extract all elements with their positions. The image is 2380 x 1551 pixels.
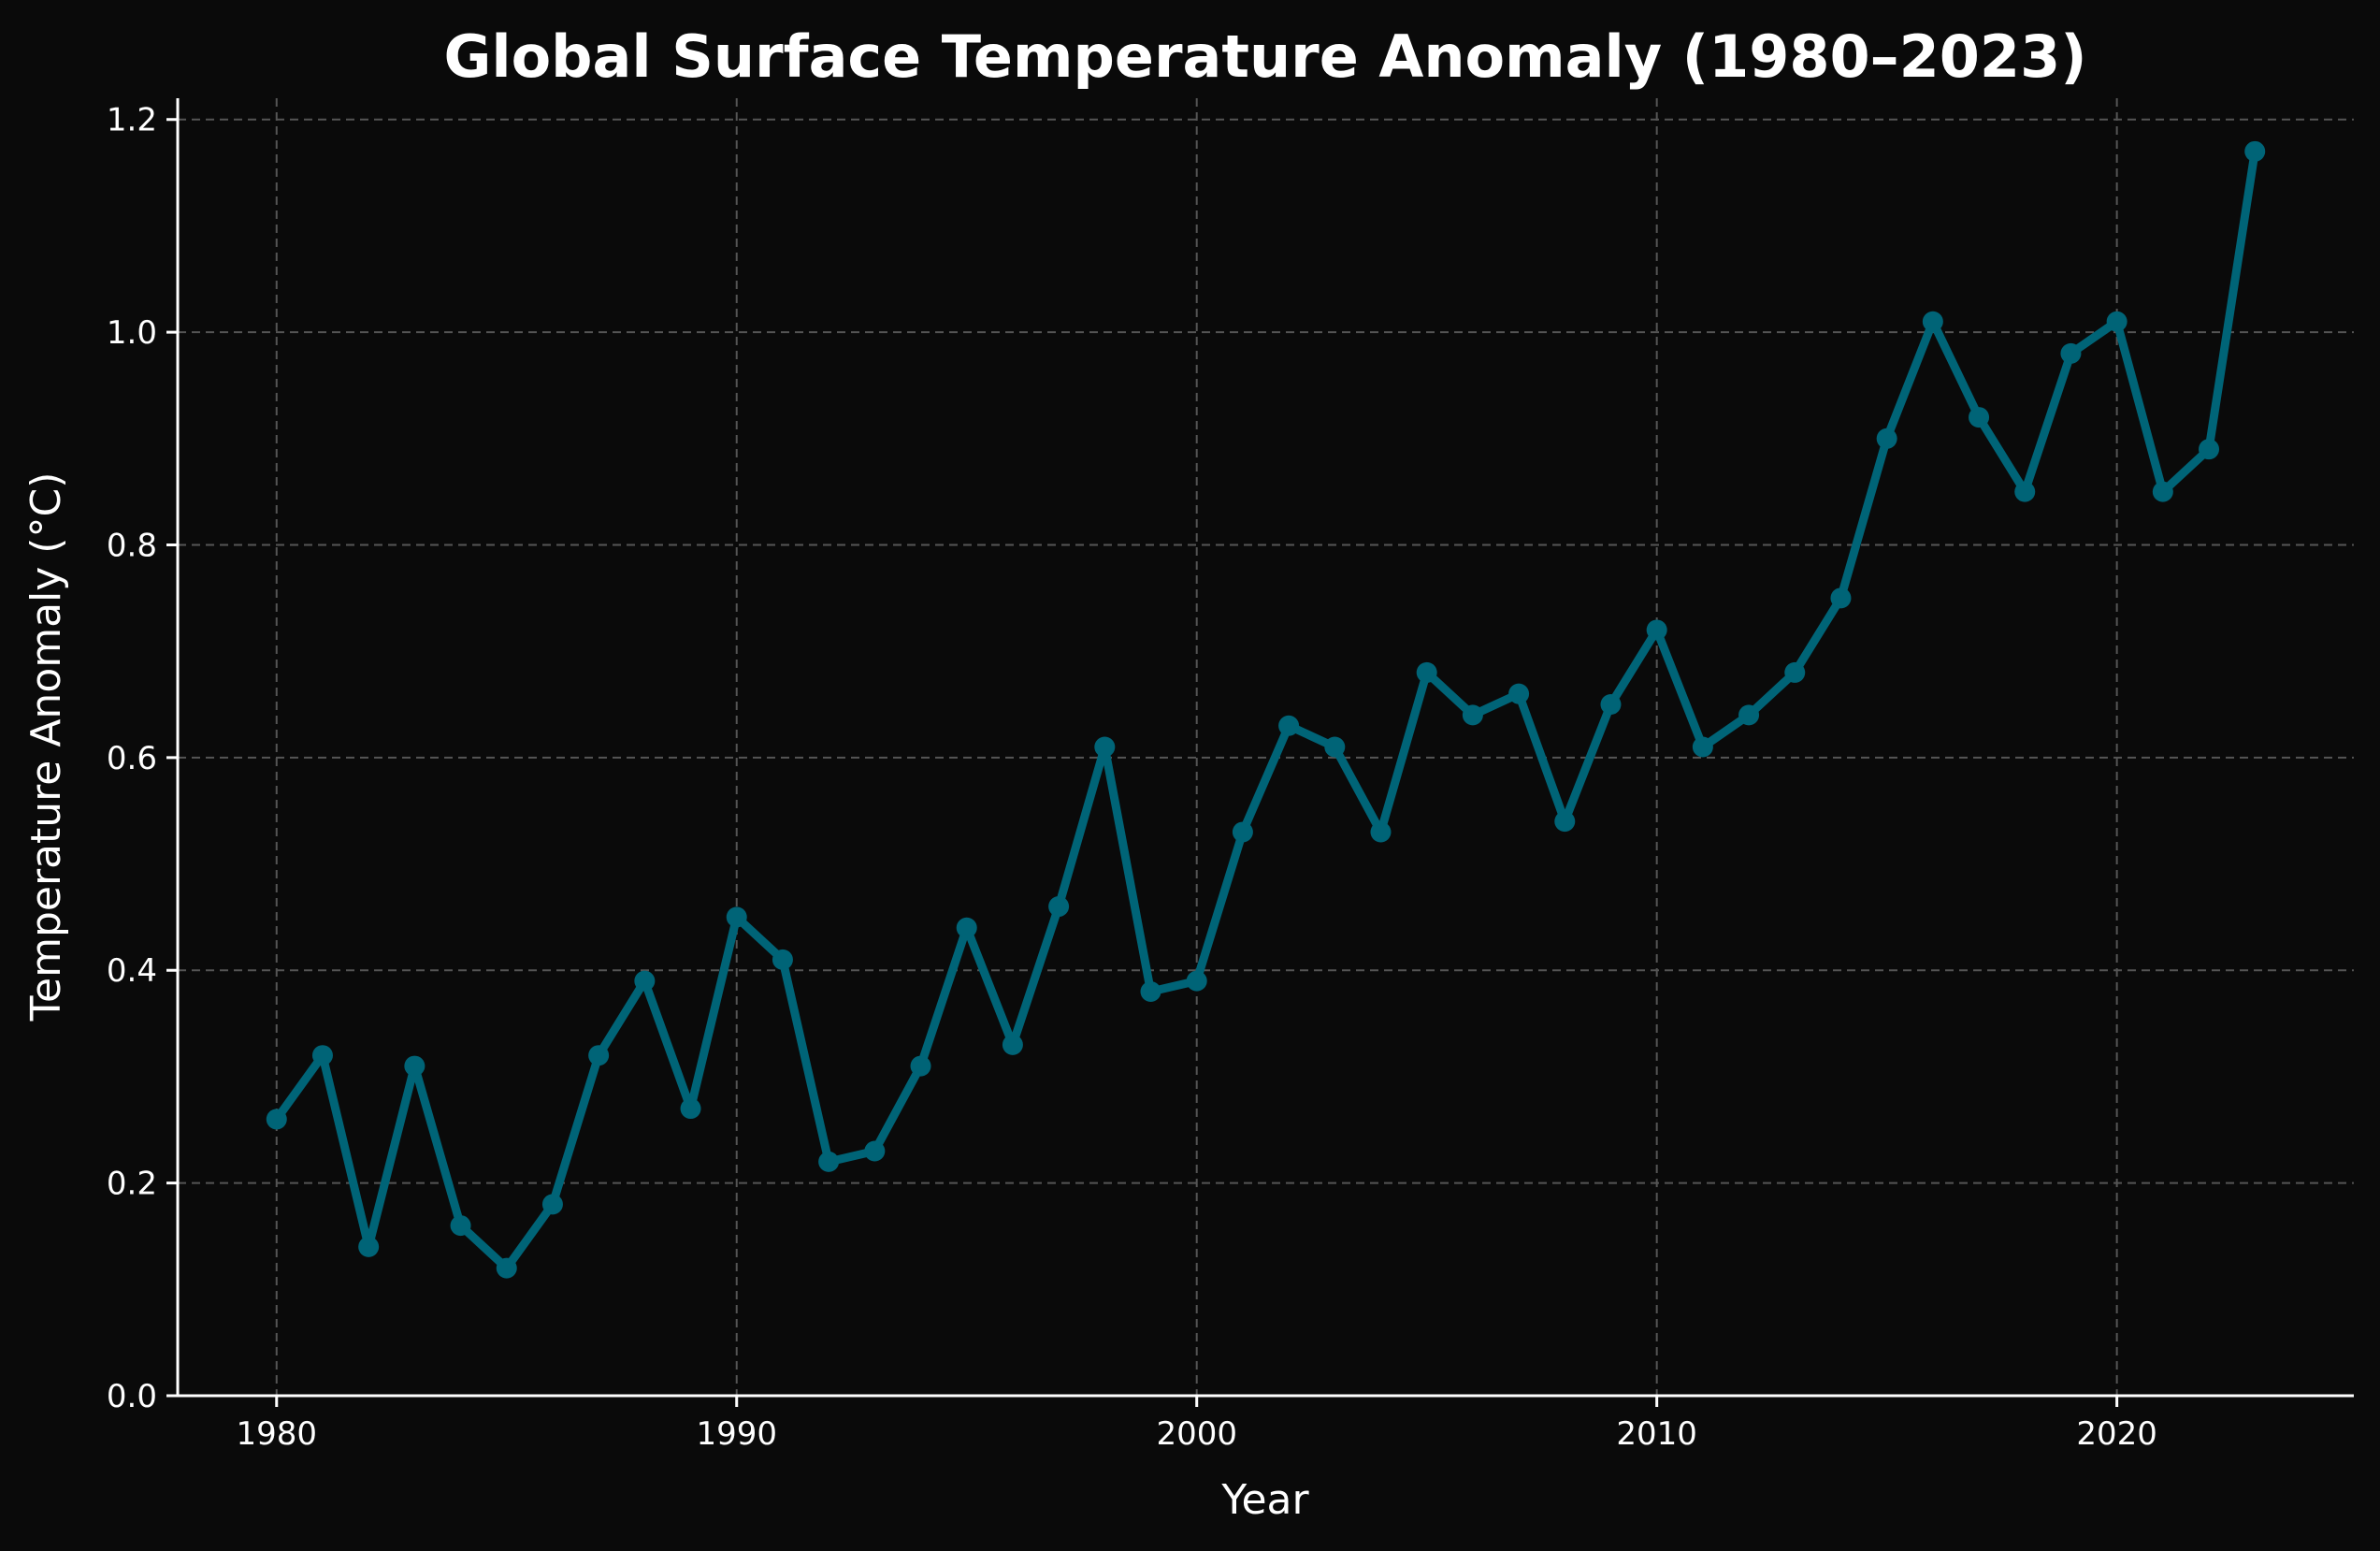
data-point: [680, 1098, 701, 1120]
data-point: [1048, 896, 1070, 918]
data-point: [634, 970, 656, 992]
data-point: [818, 1151, 840, 1172]
data-point: [1140, 980, 1161, 1002]
data-point: [1876, 428, 1897, 449]
data-series: [266, 140, 2266, 1279]
data-point: [772, 949, 793, 970]
data-point: [1416, 661, 1437, 683]
x-tick-label: 2000: [1156, 1415, 1237, 1453]
data-point: [1738, 704, 1760, 726]
grid-lines: [178, 98, 2354, 1396]
axes: [176, 98, 2354, 1398]
x-tick-label: 2010: [1616, 1415, 1697, 1453]
data-point: [1094, 736, 1116, 758]
y-tick-label: 0.4: [107, 952, 157, 990]
y-tick-label: 1.2: [107, 102, 157, 139]
data-point: [1278, 715, 1300, 736]
x-tick-label: 2020: [2076, 1415, 2157, 1453]
data-point: [2060, 342, 2082, 364]
data-point: [2244, 140, 2266, 162]
x-tick-label: 1980: [237, 1415, 318, 1453]
data-point: [1186, 970, 1207, 992]
data-point: [1002, 1034, 1023, 1055]
y-tick-label: 0.2: [107, 1166, 157, 1203]
data-point: [266, 1109, 287, 1130]
data-point: [2014, 481, 2036, 502]
data-point: [2152, 481, 2173, 502]
data-point: [1692, 736, 1713, 758]
x-axis-label: Year: [1220, 1476, 1309, 1524]
data-point: [1784, 661, 1806, 683]
data-point: [311, 1045, 333, 1066]
data-point: [1324, 736, 1346, 758]
data-point: [496, 1257, 517, 1279]
data-point: [404, 1055, 426, 1077]
y-tick-label: 1.0: [107, 314, 157, 352]
data-point: [1830, 587, 1852, 609]
data-point: [450, 1215, 471, 1237]
y-axis-label: Temperature Anomaly (°C): [22, 472, 70, 1022]
axis-ticks: 1980 1990 2000 2010 2020 0.0 0.2 0.4 0.6 0.8 1.0 1.…: [107, 102, 2157, 1453]
data-point: [910, 1055, 931, 1077]
data-point: [588, 1045, 610, 1066]
x-tick-label: 1990: [696, 1415, 777, 1453]
data-point: [1646, 619, 1667, 641]
data-point: [358, 1236, 380, 1257]
data-point: [2106, 311, 2128, 332]
data-point: [1232, 821, 1253, 843]
data-point: [1969, 407, 1990, 428]
data-point: [1508, 683, 1530, 704]
data-point: [1600, 694, 1622, 716]
data-point: [726, 906, 747, 928]
y-tick-label: 0.6: [107, 740, 157, 777]
data-point: [2199, 439, 2220, 460]
data-point: [1370, 821, 1392, 843]
series-line: [272, 147, 2259, 1273]
data-point: [1922, 311, 1943, 332]
y-tick-label: 0.0: [107, 1378, 157, 1415]
data-point: [1462, 704, 1483, 726]
data-point: [1554, 811, 1576, 833]
data-point: [541, 1194, 563, 1215]
y-tick-label: 0.8: [107, 527, 157, 564]
chart-title: Global Surface Temperature Anomaly (1980…: [443, 22, 2086, 91]
data-point: [864, 1140, 886, 1162]
data-point: [956, 917, 977, 938]
